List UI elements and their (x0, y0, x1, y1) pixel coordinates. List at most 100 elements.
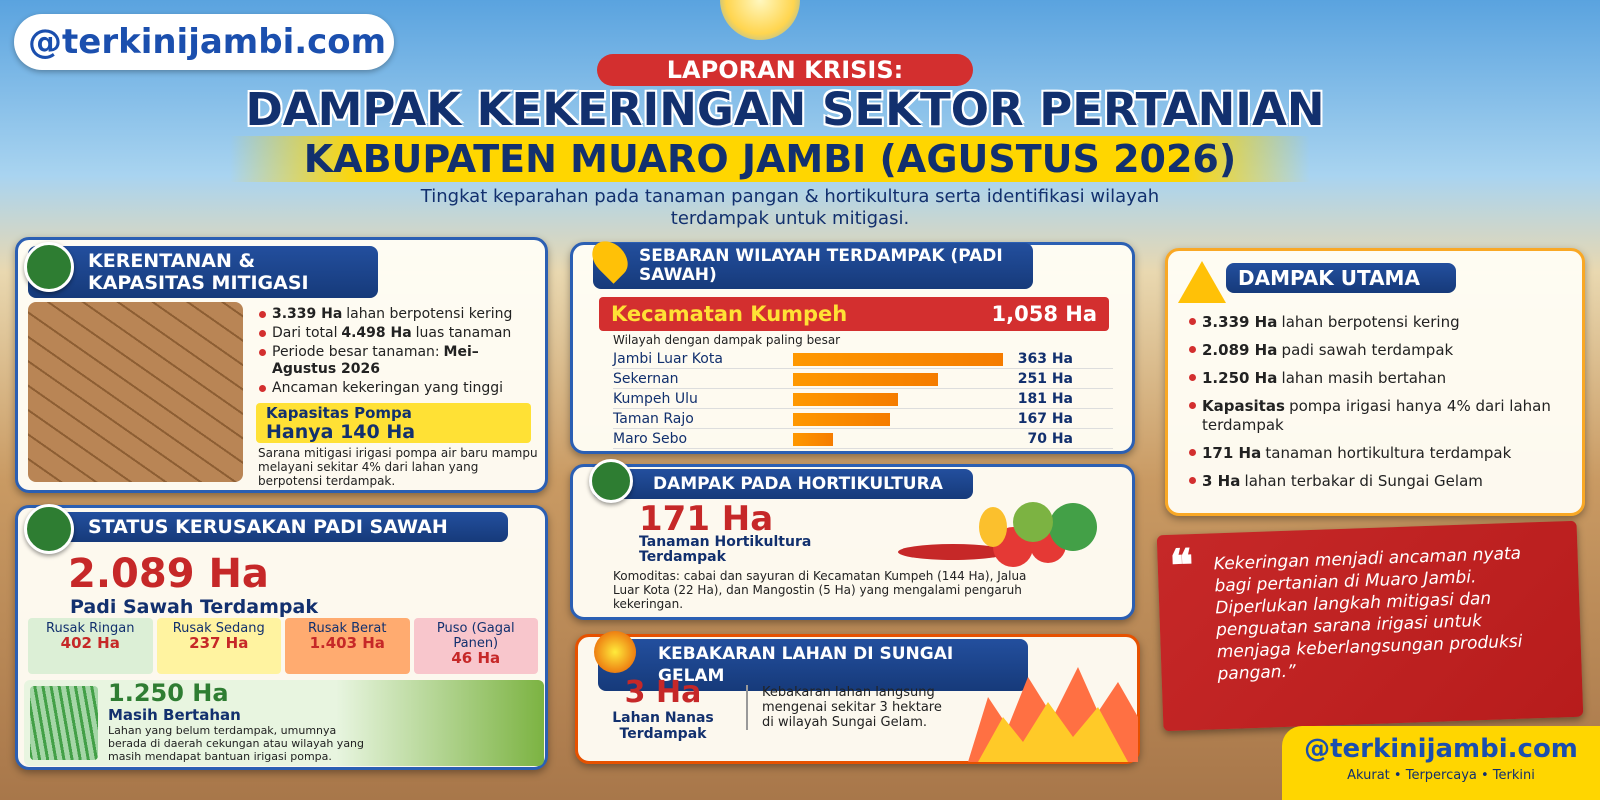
bar-row: Taman Rajo 167 Ha (613, 409, 1113, 429)
bar (793, 373, 939, 386)
horti-label: Tanaman Hortikultura Terdampak (639, 534, 812, 565)
bullet: 3.339 Ha lahan berpotensi kering (1186, 313, 1576, 332)
bullet: Kapasitas pompa irigasi hanya 4% dari lah… (1186, 397, 1576, 435)
damage-cell: Puso (Gagal Panen) 46 Ha (413, 618, 538, 674)
top-region: Kecamatan Kumpeh 1,058 Ha (599, 297, 1109, 331)
bar-value-label: 70 Ha (1027, 431, 1073, 447)
bullet-bold: 3.339 Ha (272, 306, 343, 322)
pump-box: Kapasitas Pompa Hanya 140 Ha (256, 403, 531, 443)
cell-label: Puso (Gagal Panen) (436, 621, 515, 651)
bullet-post: lahan berpotensi kering (1281, 313, 1460, 331)
status-panel: STATUS KERUSAKAN PADI SAWAH 2.089 Ha Pad… (15, 504, 548, 770)
bullet: 3.339 Ha lahan berpotensi kering (256, 306, 536, 323)
brand-logo[interactable]: @terkinijambi.com (14, 14, 394, 70)
fire-value: 3 Ha (624, 675, 702, 710)
bullet-post: luas tanaman (415, 325, 512, 341)
sun (720, 0, 800, 40)
quote-text: Kekeringan menjadi ancaman nyata bagi pe… (1213, 543, 1523, 685)
bullet-pre: Dari total (272, 325, 338, 341)
bullet-bold: 171 Ha (1202, 444, 1262, 462)
region-bars: Jambi Luar Kota 363 Ha Sekernan 251 Ha Kumpe… (613, 349, 1113, 449)
hortikultura-panel: DAMPAK PADA HORTIKULTURA 171 Ha Tanaman … (570, 459, 1135, 620)
bar-value-label: 363 Ha (1017, 351, 1073, 367)
kebakaran-panel: KEBAKARAN LAHAN DI SUNGAI GELAM 3 Ha Lah… (575, 631, 1140, 764)
vegetable-icon (589, 459, 633, 503)
bullet: Ancaman kekeringan yang tinggi (256, 380, 536, 397)
brand-tagline: Akurat • Terpercaya • Terkini (1347, 768, 1535, 783)
cell-value: 1.403 Ha (309, 634, 385, 652)
bullet-pre: Ancaman kekeringan yang tinggi (272, 380, 504, 396)
panel-title: KERENTANAN & KAPASITAS MITIGASI (28, 246, 378, 298)
brand-logo[interactable]: @terkinijambi.com (1304, 734, 1578, 764)
bullet-post: pompa irigasi hanya 4% dari lahan terdam… (1202, 397, 1551, 434)
bullet: 3 Ha lahan terbakar di Sungai Gelam (1186, 472, 1576, 491)
fire-label: Lahan Nanas Terdampak (612, 710, 714, 742)
bar-value-label: 251 Ha (1017, 371, 1073, 387)
horti-value: 171 Ha (639, 499, 774, 539)
quote-box: ❝ Kekeringan menjadi ancaman nyata bagi … (1156, 520, 1584, 732)
damage-cell: Rusak Sedang 237 Ha (156, 618, 281, 674)
bullet-bold: 3.339 Ha (1202, 313, 1278, 331)
kicker: LAPORAN KRISIS: (597, 54, 973, 86)
fire-icon (594, 631, 636, 673)
panel-title: KEBAKARAN LAHAN DI SUNGAI GELAM (598, 639, 1028, 691)
bullet-bold: Kapasitas (1202, 397, 1285, 415)
bullet-post: tanaman hortikultura terdampak (1265, 444, 1512, 462)
bar-label: Kumpeh Ulu (613, 391, 698, 407)
title-line-1: DAMPAK KEKERINGAN SEKTOR PERTANIAN (245, 83, 1325, 136)
bar (793, 393, 898, 406)
survive-box: 1.250 Ha Masih Bertahan Lahan yang belum… (24, 680, 544, 766)
survive-label: Masih Bertahan (108, 706, 241, 724)
horti-desc: Komoditas: cabai dan sayuran di Kecamata… (613, 569, 1027, 611)
fire-desc: Kebakaran lahan langsung mengenai sekita… (746, 685, 956, 730)
bullet-post: lahan masih bertahan (1281, 369, 1447, 387)
bullet-bold: 2.089 Ha (1202, 341, 1278, 359)
bullet-list: 3.339 Ha lahan berpotensi kering Dari tota… (256, 306, 536, 399)
bullet-post: lahan berpotensi kering (346, 306, 513, 322)
bullet-pre: Periode besar tanaman: (272, 344, 440, 360)
fire-stat: 3 Ha Lahan Nanas Terdampak (598, 675, 728, 742)
top-value: 1,058 Ha (991, 302, 1097, 326)
warning-icon (1178, 261, 1226, 303)
bullet: 1.250 Ha lahan masih bertahan (1186, 369, 1576, 388)
damage-cell: Rusak Ringan 402 Ha (28, 618, 153, 674)
panel-title: SEBARAN WILAYAH TERDAMPAK (PADI SAWAH) (593, 243, 1033, 289)
bar (793, 353, 1003, 366)
bar-row: Jambi Luar Kota 363 Ha (613, 349, 1113, 369)
cell-label: Rusak Ringan (46, 621, 135, 636)
pump-label: Kapasitas Pompa (266, 404, 412, 422)
bar-label: Sekernan (613, 371, 679, 387)
pump-desc: Sarana mitigasi irigasi pompa air baru m… (258, 446, 538, 488)
dry-field-image (28, 302, 243, 482)
panel-title: DAMPAK UTAMA (1226, 263, 1456, 293)
kerentanan-panel: KERENTANAN & KAPASITAS MITIGASI 3.339 Ha… (15, 237, 548, 493)
bullet: 2.089 Ha padi sawah terdampak (1186, 341, 1576, 360)
sebaran-panel: SEBARAN WILAYAH TERDAMPAK (PADI SAWAH) K… (570, 234, 1135, 454)
bar-row: Kumpeh Ulu 181 Ha (613, 389, 1113, 409)
leaf-icon (24, 242, 74, 292)
bar-row: Maro Sebo 70 Ha (613, 429, 1113, 449)
bullet-bold: 4.498 Ha (341, 325, 412, 341)
panel-title: STATUS KERUSAKAN PADI SAWAH (28, 512, 508, 542)
bullet-list: 3.339 Ha lahan berpotensi kering 2.089 Ha p… (1186, 313, 1576, 500)
bullet: Dari total 4.498 Ha luas tanaman (256, 325, 536, 342)
cell-label: Rusak Berat (308, 621, 387, 636)
fire-image (968, 667, 1138, 762)
cell-label: Rusak Sedang (172, 621, 265, 636)
panel-title: DAMPAK PADA HORTIKULTURA (593, 469, 973, 499)
cell-value: 402 Ha (60, 634, 120, 652)
survive-desc: Lahan yang belum terdampak, umumnya bera… (108, 724, 365, 763)
damage-cell: Rusak Berat 1.403 Ha (285, 618, 410, 674)
footer-brand: @terkinijambi.com Akurat • Terpercaya • … (1282, 726, 1600, 800)
top-note: Wilayah dengan dampak paling besar (613, 333, 841, 347)
vegetables-image (898, 502, 1097, 567)
bullet-post: padi sawah terdampak (1281, 341, 1454, 359)
damage-cells: Rusak Ringan 402 Ha Rusak Sedang 237 Ha Rusa… (28, 618, 538, 674)
subtitle: Tingkat keparahan pada tanaman pangan & … (420, 186, 1160, 229)
bullet-post: lahan terbakar di Sungai Gelam (1244, 472, 1483, 490)
bullet: 171 Ha tanaman hortikultura terdampak (1186, 444, 1576, 463)
bar (793, 433, 834, 446)
rice-image (30, 686, 98, 760)
bar-label: Jambi Luar Kota (613, 351, 723, 367)
